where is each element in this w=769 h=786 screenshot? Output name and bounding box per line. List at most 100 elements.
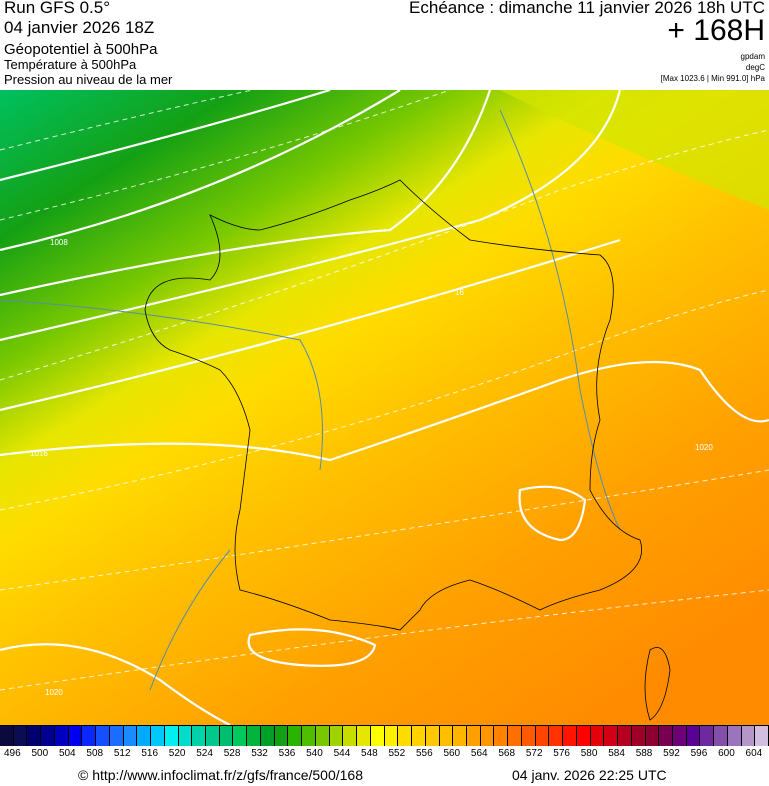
color-scale-label: 568 [498,748,516,759]
color-scale-cell [466,726,481,746]
color-scale-cell [27,726,42,746]
color-scale-cell [13,726,28,746]
color-scale-label: 576 [553,748,570,759]
color-scale-cell [302,726,316,746]
color-scale-cell [68,726,83,746]
color-scale-label: 548 [361,748,378,759]
color-scale-label: 508 [86,748,104,759]
temperature-lines [0,109,621,691]
color-scale-cell [453,726,467,746]
field-pressure: Pression au niveau de la mer [4,72,173,87]
color-scale-label: 516 [141,748,159,759]
color-scale-cell [329,726,344,746]
echeance: Echéance : dimanche 11 janvier 2026 18h … [409,0,765,17]
color-scale-cell [192,726,207,746]
color-scale [0,725,769,746]
color-scale-cell [96,726,110,746]
color-scale-label: 528 [223,748,241,759]
color-scale-label: 588 [635,748,653,759]
color-scale-cell [357,726,371,746]
color-scale-cell [590,726,605,746]
color-scale-label: 496 [4,748,21,759]
color-scale-cell [741,726,756,746]
run-title: Run GFS 0.5° [4,0,111,17]
color-scale-cell [604,726,619,746]
color-scale-label: 580 [580,748,598,759]
color-scale-cell [645,726,660,746]
color-scale-cell [425,726,440,746]
color-scale-label: 552 [388,748,406,759]
color-scale-cell [247,726,261,746]
color-scale-cell [0,726,14,746]
color-scale-cell [521,726,536,746]
unit-gpdam: gpdam [740,52,765,61]
color-scale-cell [82,726,97,746]
color-scale-cell [439,726,454,746]
isobars [0,90,769,725]
color-scale-label: 564 [470,748,488,759]
color-scale-cell [370,726,385,746]
lead-time: + 168H [667,14,765,47]
coastlines-borders [144,179,671,721]
color-scale-cell [41,726,55,746]
color-scale-labels: 496 500 504 508 512 516 520 524 528 532 536 540 544 5… [0,748,769,762]
color-scale-cell [535,726,550,746]
color-scale-cell [151,726,165,746]
color-scale-label: 604 [745,748,763,759]
color-scale-cell [563,726,577,746]
color-scale-cell [755,726,769,746]
color-scale-cell [178,726,193,746]
color-scale-cell [274,726,289,746]
ne-zone [500,90,769,210]
color-scale-cell [315,726,330,746]
color-scale-label: 540 [306,748,323,759]
color-scale-label: 556 [415,748,433,759]
color-scale-cell [233,726,248,746]
color-scale-label: 584 [608,748,625,759]
color-scale-cell [686,726,701,746]
color-scale-label: 504 [58,748,76,759]
color-scale-cell [123,726,138,746]
temperature-field [0,90,769,725]
color-scale-cell [576,726,591,746]
color-scale-label: 592 [663,748,680,759]
source-url[interactable]: © http://www.infoclimat.fr/z/gfs/france/… [78,767,363,783]
color-scale-cell [494,726,509,746]
color-scale-label: 544 [333,748,351,759]
color-scale-cell [659,726,673,746]
color-scale-label: 524 [196,748,213,759]
color-scale-cell [549,726,564,746]
color-scale-cell [508,726,522,746]
color-scale-label: 600 [718,748,735,759]
color-scale-cell [480,726,495,746]
pressure-minmax: [Max 1023.6 | Min 991.0] hPa [660,74,765,83]
weather-map: 1008 1016 1020 1020 16 [0,90,769,725]
color-scale-cell [288,726,303,746]
color-scale-cell [219,726,234,746]
color-scale-label: 512 [113,748,131,759]
color-scale-cell [384,726,399,746]
field-geopotential: Géopotentiel à 500hPa [4,41,158,58]
color-scale-label: 500 [31,748,49,759]
color-scale-cell [109,726,124,746]
color-scale-cell [343,726,358,746]
unit-degc: degC [745,63,765,72]
contour-label: 1020 [695,443,713,452]
contour-label: 1020 [45,688,63,697]
contour-label: 1016 [30,449,48,458]
color-scale-cell [672,726,687,746]
geopotential-lines [0,90,769,691]
generated-timestamp: 04 janv. 2026 22:25 UTC [512,767,667,783]
color-scale-cell [727,726,742,746]
color-scale-cell [164,726,179,746]
color-scale-cell [260,726,275,746]
contour-label: 16 [455,288,464,297]
color-scale-label: 596 [690,748,708,759]
color-scale-label: 532 [251,748,268,759]
color-scale-label: 536 [278,748,296,759]
color-scale-cell [700,726,715,746]
run-date: 04 janvier 2026 18Z [4,18,155,37]
color-scale-cell [206,726,220,746]
color-scale-cell [398,726,413,746]
color-scale-cell [54,726,69,746]
